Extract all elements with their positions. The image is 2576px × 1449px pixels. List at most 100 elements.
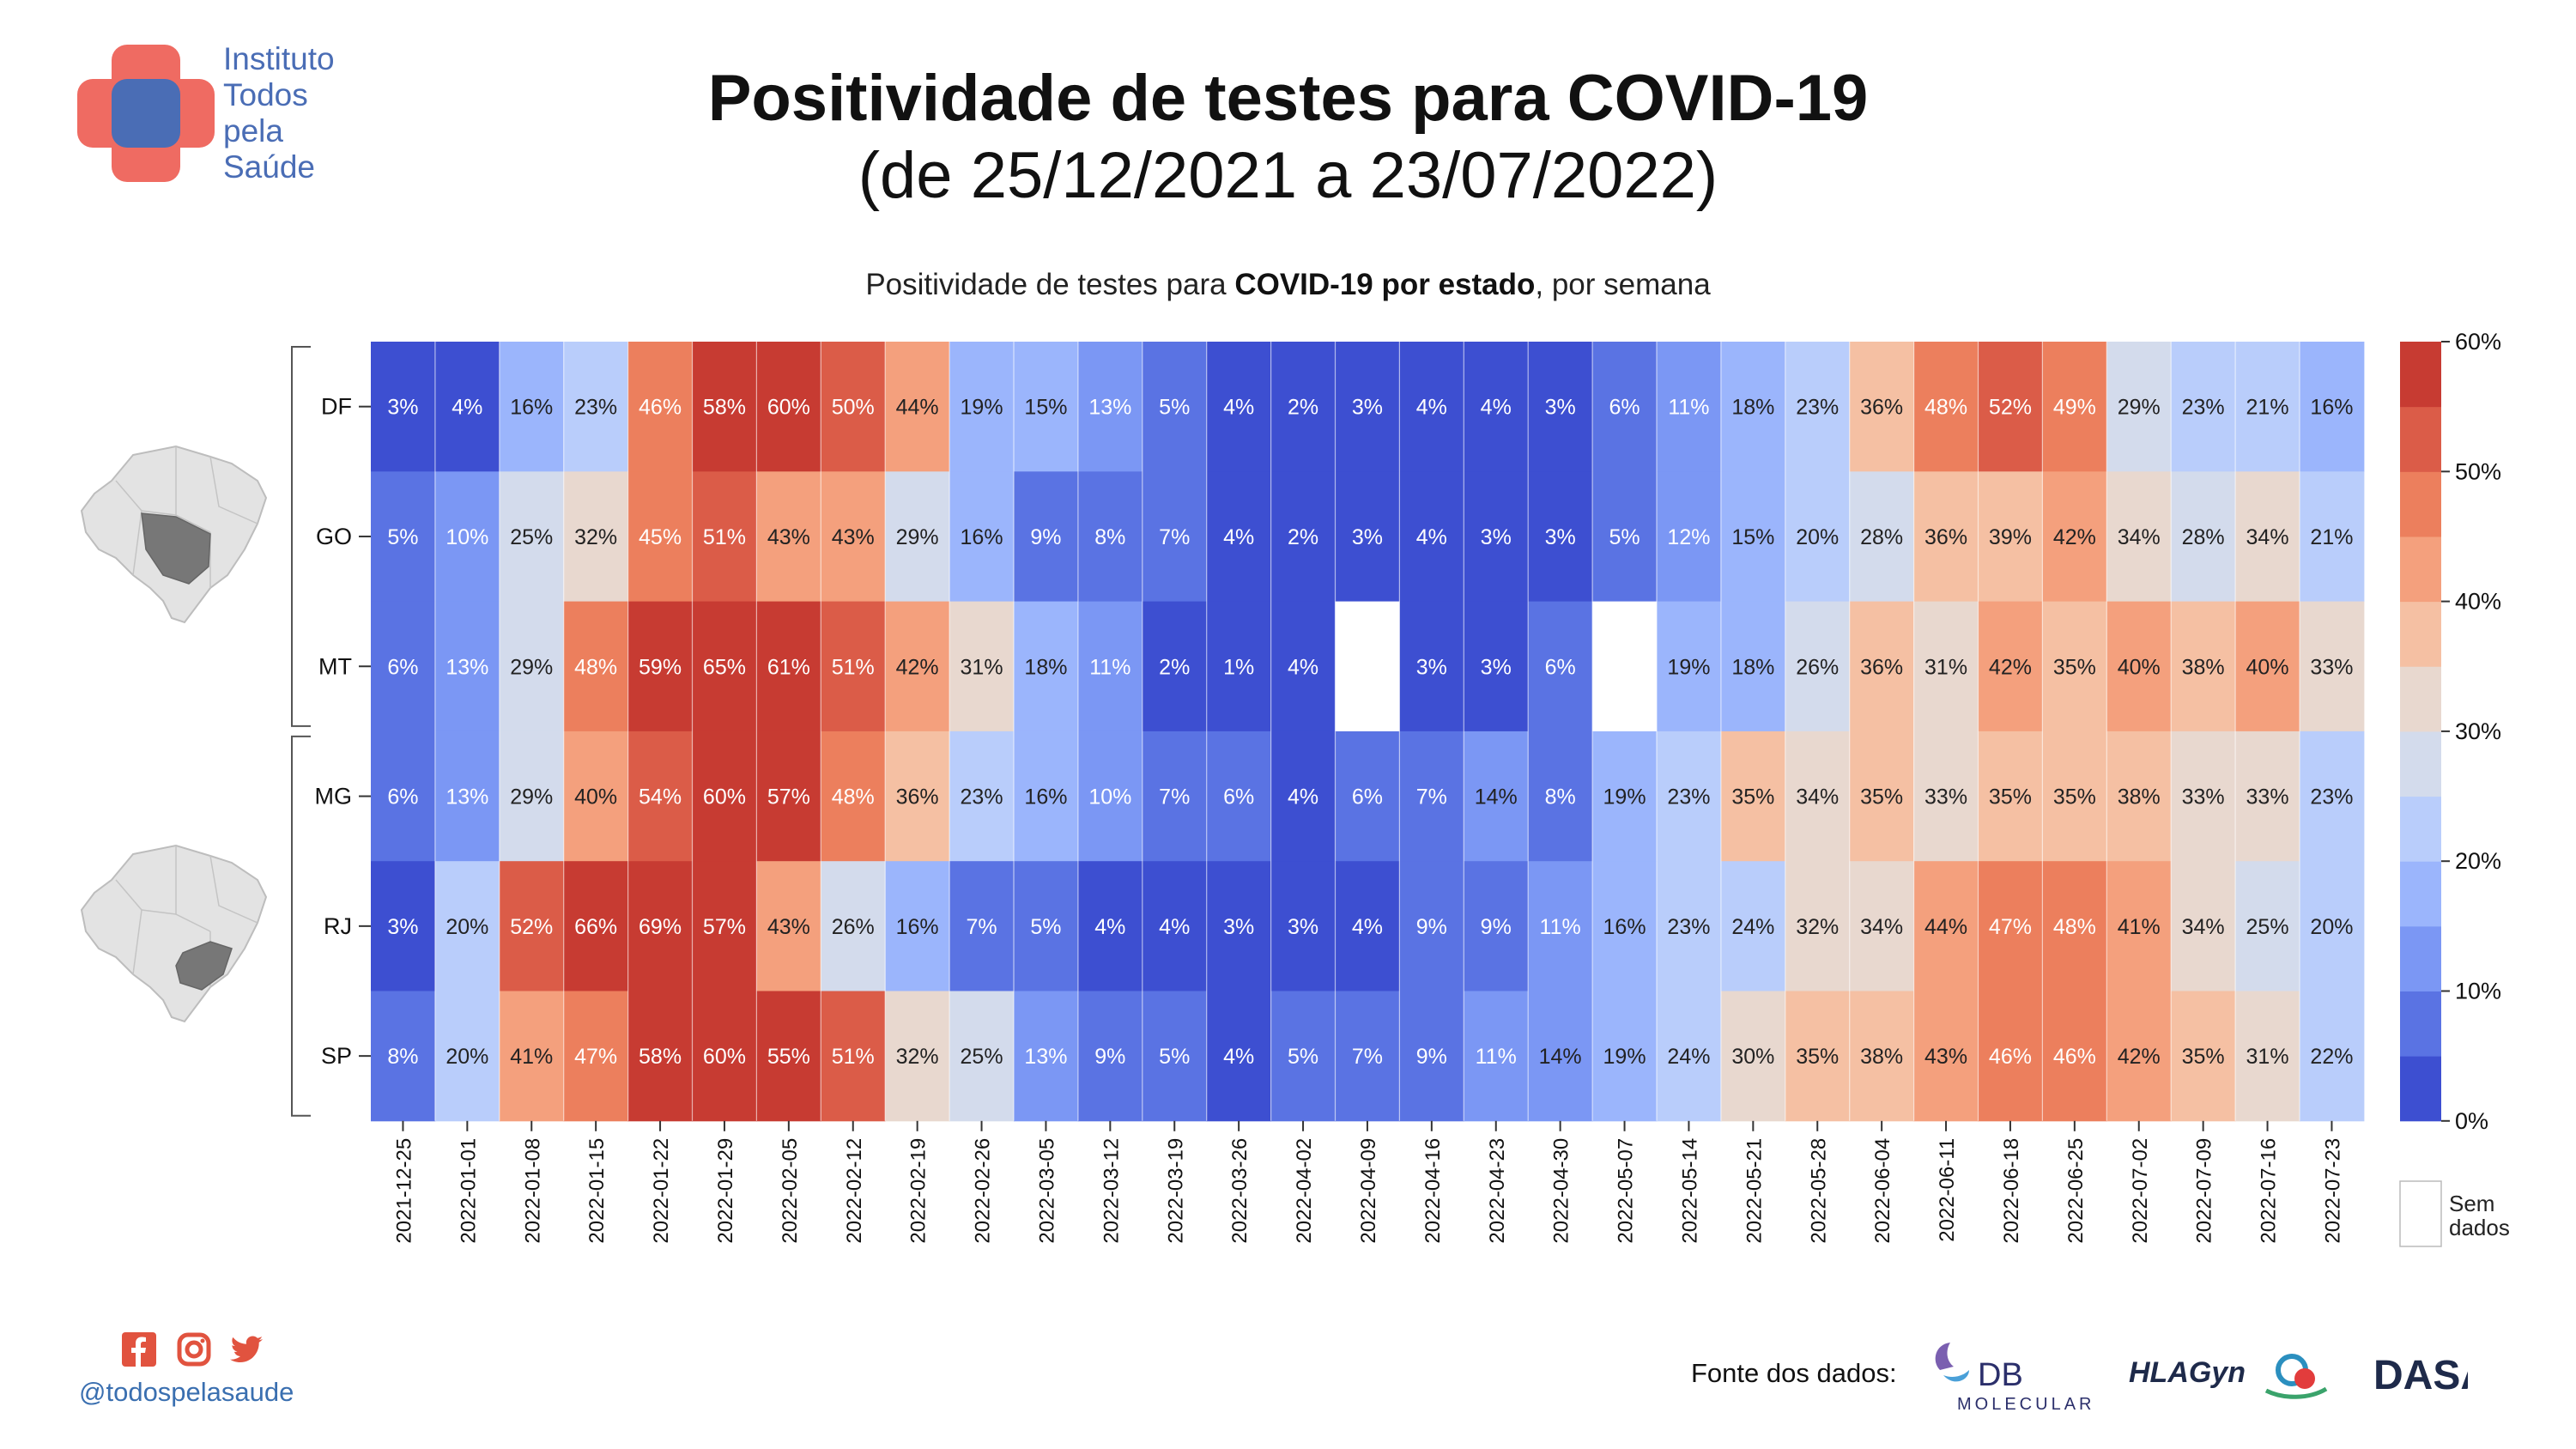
- heatmap-cell: [2300, 991, 2365, 1122]
- x-tick-label: 2022-04-23: [1486, 1138, 1509, 1244]
- heatmap-cell: [821, 861, 886, 991]
- logo-line-1: Instituto: [223, 41, 335, 76]
- heatmap-cell: [1592, 601, 1658, 732]
- cell-value-label: 43%: [832, 525, 875, 549]
- heatmap-cell: [692, 601, 757, 732]
- cell-value-label: 33%: [2246, 785, 2289, 809]
- heatmap-cell: [2106, 342, 2172, 472]
- heatmap-cell: [692, 342, 757, 472]
- heatmap-cell: [2042, 601, 2107, 732]
- facebook-icon[interactable]: [122, 1332, 156, 1367]
- heatmap-cell: [1014, 861, 1079, 991]
- instagram-icon[interactable]: [177, 1332, 211, 1367]
- heatmap-cell: [692, 861, 757, 991]
- heatmap-cell: [434, 731, 500, 862]
- heatmap-cell: [885, 991, 950, 1122]
- cell-value-label: 21%: [2246, 396, 2289, 420]
- cell-value-label: 20%: [445, 1045, 488, 1069]
- cell-value-label: 29%: [896, 525, 939, 549]
- heatmap-cell: [1142, 861, 1208, 991]
- cell-value-label: 51%: [832, 1045, 875, 1069]
- heatmap-cell: [949, 601, 1015, 732]
- cell-value-label: 42%: [2053, 525, 2096, 549]
- cell-value-label: 6%: [387, 785, 418, 809]
- cell-value-label: 43%: [1924, 1045, 1967, 1069]
- cell-value-label: 44%: [1924, 915, 1967, 939]
- heatmap-cell: [949, 991, 1015, 1122]
- colorbar-segment: [2400, 471, 2441, 537]
- cell-value-label: 11%: [1668, 396, 1709, 420]
- twitter-icon[interactable]: [230, 1332, 264, 1367]
- cell-value-label: 40%: [2246, 655, 2289, 679]
- colorbar-segment: [2400, 1056, 2441, 1122]
- svg-text:HLAGyn: HLAGyn: [2129, 1356, 2246, 1389]
- heatmap-cell: [1785, 731, 1851, 862]
- cell-value-label: 16%: [2310, 396, 2353, 420]
- heatmap-cell: [1464, 861, 1529, 991]
- cell-value-label: 2%: [1288, 525, 1318, 549]
- heatmap-cell: [1720, 991, 1786, 1122]
- heatmap-cell: [1014, 601, 1079, 732]
- heatmap-cell: [1399, 601, 1464, 732]
- cell-value-label: 25%: [2246, 915, 2289, 939]
- cell-value-label: 18%: [1731, 655, 1774, 679]
- cell-value-label: 46%: [2053, 1045, 2096, 1069]
- cell-value-label: 6%: [1609, 396, 1640, 420]
- heatmap-cell: [949, 861, 1015, 991]
- heatmap-cell: [1014, 471, 1079, 603]
- heatmap-cell: [1335, 861, 1400, 991]
- cell-value-label: 51%: [832, 655, 875, 679]
- cell-value-label: 33%: [2310, 655, 2353, 679]
- colorbar-segment: [2400, 731, 2441, 797]
- heatmap-cell: [1913, 731, 1979, 862]
- cell-value-label: 38%: [2182, 655, 2225, 679]
- heatmap-cell: [1913, 861, 1979, 991]
- heatmap-cell: [1720, 601, 1786, 732]
- heatmap-cell: [1592, 731, 1658, 862]
- x-tick-label: 2022-02-05: [779, 1138, 802, 1244]
- cell-value-label: 34%: [2182, 915, 2225, 939]
- cell-value-label: 25%: [510, 525, 553, 549]
- cell-value-label: 24%: [1731, 915, 1774, 939]
- cell-value-label: 4%: [1223, 1045, 1254, 1069]
- heatmap-cell: [885, 471, 950, 603]
- heatmap-cell: [1657, 601, 1722, 732]
- cell-value-label: 9%: [1481, 915, 1512, 939]
- heatmap-cell: [1077, 991, 1143, 1122]
- heatmap-cell: [1978, 342, 2043, 472]
- heatmap-cell: [1720, 342, 1786, 472]
- colorbar-tick-label: 50%: [2455, 458, 2501, 484]
- heatmap-cell: [499, 991, 565, 1122]
- social-handle[interactable]: @todospelasaude: [79, 1377, 294, 1407]
- heatmap-cell: [1978, 861, 2043, 991]
- cell-value-label: 3%: [1352, 396, 1383, 420]
- cell-value-label: 3%: [387, 915, 418, 939]
- heatmap-cell: [2171, 731, 2236, 862]
- cell-value-label: 15%: [1731, 525, 1774, 549]
- no-data-label-1: Sem: [2449, 1191, 2495, 1216]
- logo-line-4: Saúde: [223, 149, 315, 185]
- heatmap-cell: [563, 342, 629, 472]
- colorbar-tick-label: 10%: [2455, 979, 2501, 1004]
- heatmap-cell: [499, 861, 565, 991]
- heatmap-cell: [371, 601, 436, 732]
- heatmap-cell: [1464, 471, 1529, 603]
- cell-value-label: 29%: [2118, 396, 2161, 420]
- group-bracket: [291, 346, 311, 727]
- heatmap-cell: [1720, 861, 1786, 991]
- heatmap-cell: [627, 601, 693, 732]
- heatmap-cell: [2235, 601, 2300, 732]
- heatmap-cell: [756, 861, 821, 991]
- cell-value-label: 34%: [2118, 525, 2161, 549]
- cell-value-label: 4%: [1159, 915, 1190, 939]
- cell-value-label: 46%: [639, 396, 682, 420]
- heatmap-cell: [1528, 601, 1593, 732]
- heatmap-cell: [563, 861, 629, 991]
- data-source-label: Fonte dos dados:: [1691, 1358, 1897, 1388]
- cell-value-label: 51%: [703, 525, 746, 549]
- heatmap-cell: [1335, 471, 1400, 603]
- heatmap-cell: [1592, 471, 1658, 603]
- heatmap-cell: [1913, 342, 1979, 472]
- cell-value-label: 19%: [1603, 1045, 1646, 1069]
- heatmap-cell: [1464, 731, 1529, 862]
